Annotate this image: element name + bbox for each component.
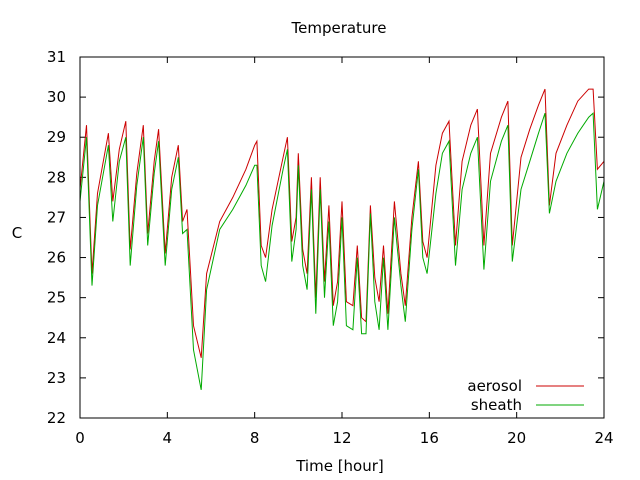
x-tick-label: 24 <box>594 429 613 447</box>
y-tick-label: 27 <box>47 208 66 226</box>
y-tick-label: 28 <box>47 168 66 186</box>
y-tick-label: 22 <box>47 409 66 427</box>
plot-frame <box>79 56 605 419</box>
x-tick-label: 12 <box>332 429 351 447</box>
axis-ticks: 0 4 8 12 16 20 24 22 23 24 25 26 27 28 29 30 31 <box>47 48 614 447</box>
y-tick-label: 24 <box>47 329 66 347</box>
x-tick-label: 20 <box>507 429 526 447</box>
x-tick-label: 0 <box>75 429 85 447</box>
y-tick-label: 29 <box>47 128 66 146</box>
x-tick-label: 4 <box>163 429 173 447</box>
series-line-aerosol <box>79 88 605 358</box>
x-tick-label: 8 <box>250 429 260 447</box>
y-tick-label: 31 <box>47 48 66 66</box>
y-tick-label: 30 <box>47 88 66 106</box>
x-tick-label: 16 <box>420 429 439 447</box>
x-axis-label: Time [hour] <box>295 457 384 475</box>
y-tick-label: 23 <box>47 369 66 387</box>
series-group <box>79 88 605 390</box>
y-tick-label: 26 <box>47 249 66 267</box>
legend-label-sheath: sheath <box>471 396 522 414</box>
y-tick-label: 25 <box>47 289 66 307</box>
chart-title: Temperature <box>290 19 386 37</box>
series-line-sheath <box>79 112 605 390</box>
legend-label-aerosol: aerosol <box>467 377 522 395</box>
y-axis-label: C <box>12 224 22 242</box>
